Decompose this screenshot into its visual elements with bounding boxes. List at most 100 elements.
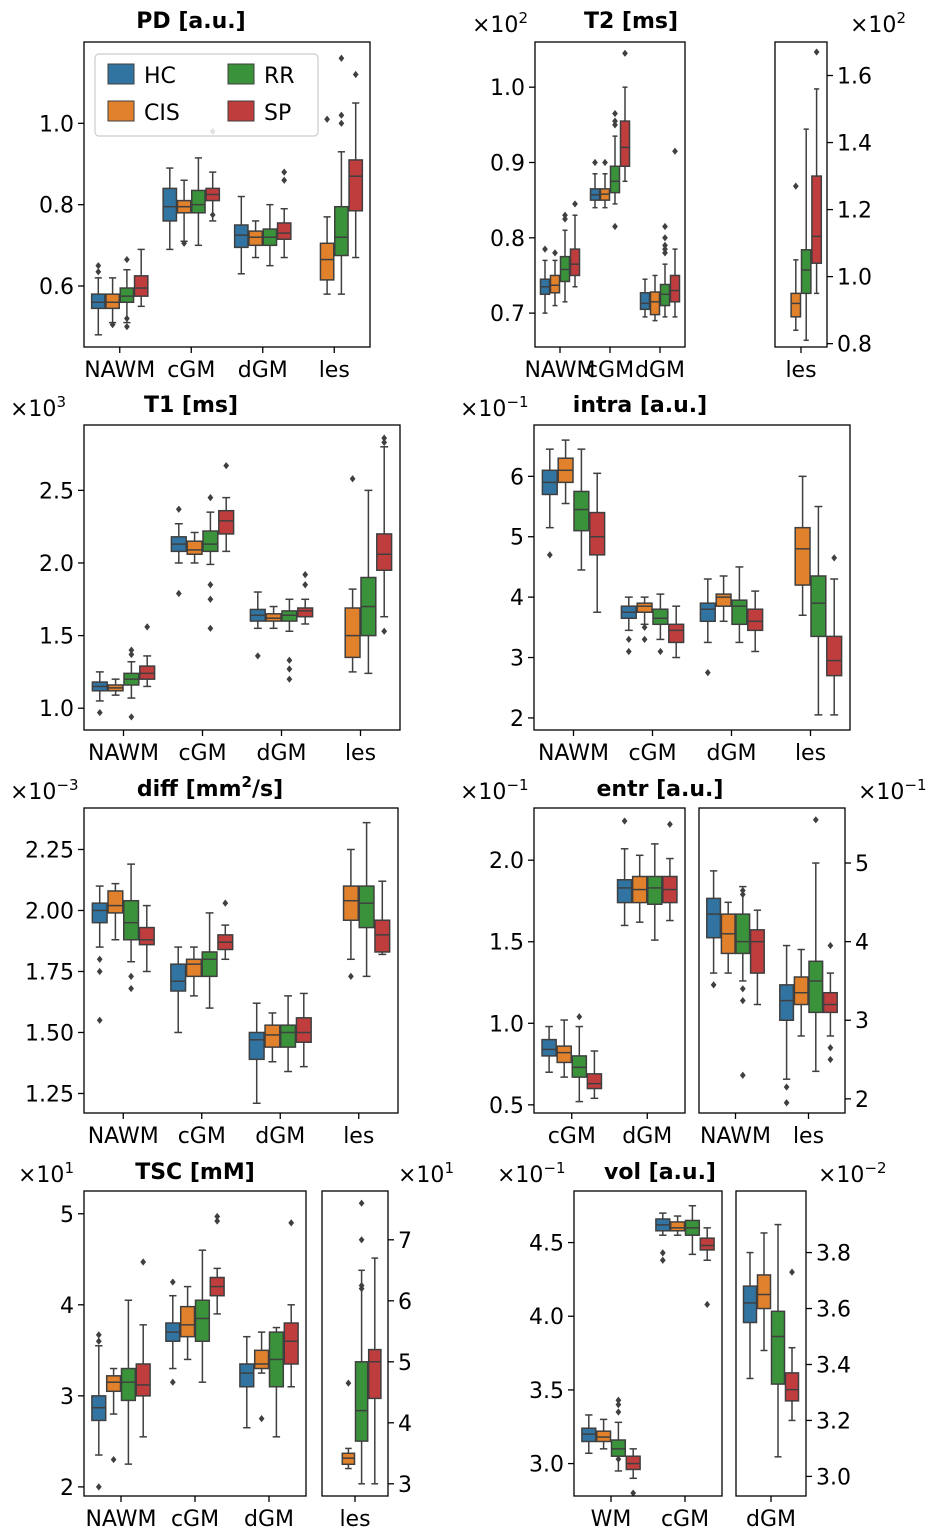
outlier-point bbox=[739, 985, 746, 993]
box-iqr bbox=[639, 292, 651, 311]
axes: 2 3 4 5 6 NAWM cGM dGM les bbox=[510, 424, 851, 766]
outlier-point bbox=[207, 624, 214, 632]
outlier-point bbox=[704, 669, 711, 677]
box-rr bbox=[360, 489, 377, 675]
x-tick-label: les bbox=[343, 1124, 374, 1149]
outlier-point bbox=[630, 1489, 637, 1497]
outlier-point bbox=[813, 48, 820, 56]
box-sp bbox=[784, 1268, 800, 1422]
box-iqr bbox=[90, 293, 106, 310]
outlier-point bbox=[358, 1236, 365, 1244]
box-rr bbox=[334, 54, 349, 295]
box-sp bbox=[669, 147, 681, 318]
outlier-point bbox=[827, 1044, 834, 1052]
outlier-point bbox=[792, 182, 799, 190]
box-iqr bbox=[253, 1349, 270, 1370]
axes-frame bbox=[83, 1190, 307, 1497]
box-rr bbox=[354, 1199, 369, 1485]
box-hc bbox=[779, 944, 795, 1107]
box-rr bbox=[262, 203, 278, 267]
box-cis bbox=[715, 575, 732, 623]
box-cis bbox=[265, 605, 282, 630]
box-hc bbox=[239, 1335, 255, 1429]
outlier-point bbox=[546, 551, 553, 559]
box-iqr bbox=[248, 230, 263, 247]
outlier-point bbox=[128, 984, 134, 993]
y-tick-label: 4.5 bbox=[529, 1232, 564, 1257]
outlier-point bbox=[381, 434, 388, 442]
outlier-point bbox=[739, 996, 746, 1005]
box-cis bbox=[253, 1331, 270, 1423]
outlier-point bbox=[602, 158, 608, 167]
axes-frame bbox=[83, 41, 371, 348]
box-rr bbox=[731, 566, 748, 644]
x-tick-label: NAWM bbox=[84, 358, 155, 383]
panel-title: vol [a.u.] bbox=[604, 1160, 716, 1185]
box-iqr bbox=[194, 1299, 211, 1342]
box-sp bbox=[625, 1448, 641, 1497]
box-iqr bbox=[376, 533, 393, 571]
y-tick-label: 1.0 bbox=[489, 1012, 524, 1037]
box-rr bbox=[119, 255, 135, 331]
outlier-point bbox=[214, 1217, 221, 1225]
outlier-point bbox=[286, 675, 293, 683]
box-iqr bbox=[202, 530, 219, 553]
outlier-point bbox=[381, 438, 388, 447]
outlier-point bbox=[662, 234, 668, 242]
box-iqr bbox=[808, 960, 824, 1014]
panel-7: TSC [mM] 2 3 4 5 NAWM cGM dGM 3 4 5 6 7 les bbox=[60, 1160, 412, 1532]
box-sp bbox=[826, 554, 843, 716]
outlier-point bbox=[641, 635, 648, 644]
panel-1: PD [a.u.] 0.6 0.8 1.0 NAWM cGM dGM les bbox=[39, 9, 371, 383]
y-tick-label: 1.2 bbox=[837, 199, 872, 224]
y-tick-label: 0.7 bbox=[490, 302, 525, 327]
box-sp bbox=[822, 941, 838, 1064]
box-cis bbox=[649, 274, 661, 322]
outlier-point bbox=[209, 211, 216, 219]
outlier-point bbox=[625, 635, 632, 644]
panel-title: intra [a.u.] bbox=[573, 393, 707, 418]
axes: 0.8 1.0 1.2 1.4 1.6 les bbox=[774, 41, 872, 383]
outlier-point bbox=[657, 647, 664, 656]
x-tick-label: les bbox=[319, 358, 350, 383]
axes: 3 4 5 6 7 les bbox=[321, 1190, 412, 1532]
box-rr bbox=[808, 816, 824, 1073]
panel-3: T1 [ms] 1.0 1.5 2.0 2.5 NAWM cGM dGM les bbox=[39, 393, 401, 766]
y-tick-label: 4 bbox=[60, 1294, 74, 1319]
box-iqr bbox=[649, 291, 661, 316]
outlier-point bbox=[615, 1455, 622, 1463]
axis-multiplier-right: ×10−2 bbox=[818, 1159, 887, 1188]
box-hc bbox=[91, 671, 108, 717]
box-hc bbox=[90, 262, 106, 336]
outlier-point bbox=[783, 1099, 790, 1107]
box-iqr bbox=[699, 602, 716, 623]
box-cis bbox=[756, 1232, 772, 1352]
box-cis bbox=[176, 179, 192, 247]
box-rr bbox=[358, 821, 375, 978]
x-tick-label: les bbox=[793, 1124, 824, 1149]
x-tick-label: NAWM bbox=[700, 1124, 771, 1149]
outlier-point bbox=[352, 70, 359, 79]
box-rr bbox=[652, 593, 669, 656]
y-tick-label: 0.9 bbox=[490, 151, 525, 176]
y-tick-label: 2.0 bbox=[39, 552, 74, 577]
box-iqr bbox=[123, 899, 140, 941]
axis-multiplier: ×101 bbox=[18, 1159, 74, 1188]
box-rr bbox=[123, 863, 140, 993]
box-sp bbox=[217, 899, 234, 961]
outlier-point bbox=[345, 1379, 352, 1387]
axes-frame bbox=[533, 807, 686, 1114]
panel-8: vol [a.u.]3.03.54.04.5WM cGM3.03.23.43.63… bbox=[529, 1160, 851, 1532]
box-iqr bbox=[784, 1372, 800, 1402]
y-tick-label: 4 bbox=[855, 931, 869, 956]
box-iqr bbox=[348, 159, 364, 212]
box-sp bbox=[374, 880, 391, 956]
outlier-point bbox=[592, 158, 598, 167]
y-tick-label: 6 bbox=[510, 465, 524, 490]
y-tick-label: 3 bbox=[510, 647, 524, 672]
box-sp bbox=[589, 472, 606, 613]
x-tick-label: WM bbox=[591, 1507, 632, 1532]
y-tick-label: 3.2 bbox=[816, 1409, 851, 1434]
